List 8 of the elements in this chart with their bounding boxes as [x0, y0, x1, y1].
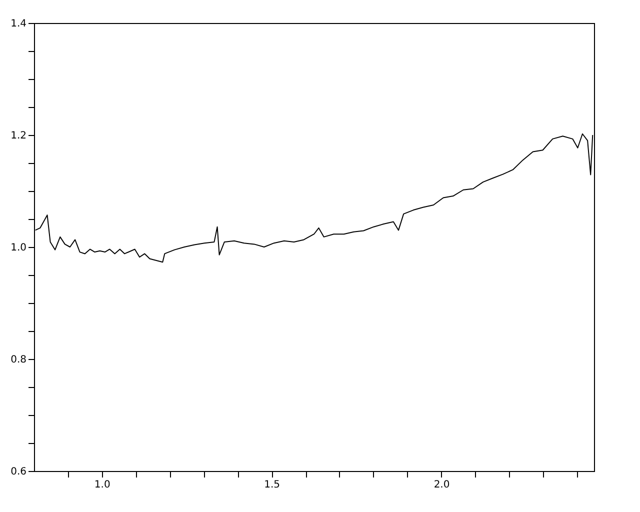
x-tick-label: 1.5 — [264, 480, 280, 490]
x-tick-label: 1.0 — [94, 480, 110, 490]
y-tick-label: 0.6 — [10, 466, 26, 478]
x-tick-label: 2.0 — [434, 480, 450, 490]
y-tick-label: 1.2 — [10, 130, 26, 142]
y-tick-label: 0.8 — [10, 354, 26, 366]
y-tick-label: 1.4 — [10, 18, 26, 30]
y-tick-label: 1.0 — [10, 242, 26, 254]
